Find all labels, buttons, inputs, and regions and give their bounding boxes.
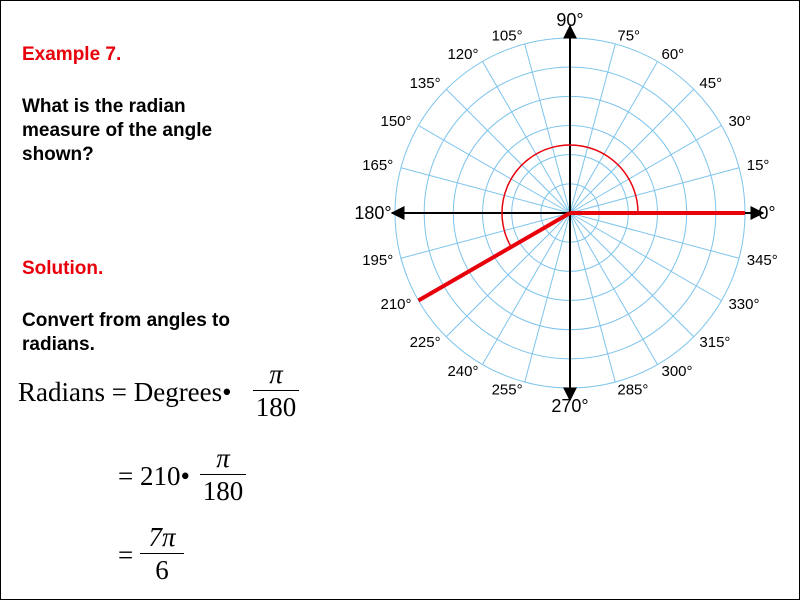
multiply-dot-2: • xyxy=(180,461,190,491)
grid-spoke-240 xyxy=(482,212,571,365)
grid-spoke-120 xyxy=(482,61,571,214)
grid-spoke-165 xyxy=(400,167,571,214)
grid-spoke-285 xyxy=(569,212,616,383)
grid-spoke-300 xyxy=(569,212,658,365)
grid-spoke-195 xyxy=(400,212,571,259)
angle-label-180: 180° xyxy=(354,203,391,223)
fraction-bar-step2 xyxy=(200,474,246,475)
angle-label-105: 105° xyxy=(492,28,523,45)
angle-label-210: 210° xyxy=(380,296,411,313)
grid-spoke-45 xyxy=(569,88,695,214)
question-line-1: What is the radian xyxy=(22,96,186,117)
fraction-bar xyxy=(253,390,299,391)
angle-label-75: 75° xyxy=(617,28,640,45)
step3-equals: = xyxy=(118,540,134,570)
angle-label-195: 195° xyxy=(362,252,393,269)
instruction-line-1: Convert from angles to xyxy=(22,310,230,331)
angle-label-150: 150° xyxy=(380,113,411,130)
fraction-result: 7π 6 xyxy=(140,521,184,586)
angle-label-90: 90° xyxy=(556,10,583,30)
grid-spoke-150 xyxy=(418,125,571,214)
formula-lhs: Radians = Degrees xyxy=(18,377,223,407)
angle-label-0: 0° xyxy=(758,203,775,223)
grid-spoke-225 xyxy=(445,212,571,338)
terminal-side-ray xyxy=(417,211,572,303)
question-line-3: shown? xyxy=(22,144,94,165)
angle-label-285: 285° xyxy=(617,381,648,398)
angle-label-255: 255° xyxy=(492,381,523,398)
grid-spoke-345 xyxy=(569,212,740,259)
grid-spoke-30 xyxy=(569,125,722,214)
fraction-numerator-step2: π xyxy=(216,443,230,473)
angle-label-60: 60° xyxy=(662,46,685,63)
angle-label-135: 135° xyxy=(410,75,441,92)
angle-label-165: 165° xyxy=(362,157,393,174)
grid-spoke-15 xyxy=(569,167,740,214)
step2-prefix: = 210 xyxy=(118,461,181,491)
formula-line-3: = xyxy=(118,540,133,571)
angle-label-120: 120° xyxy=(447,46,478,63)
grid-spoke-255 xyxy=(524,212,571,383)
angle-arc xyxy=(501,144,639,248)
result-numerator: 7π xyxy=(148,522,176,552)
fraction-denominator: 180 xyxy=(255,392,297,422)
angle-label-300: 300° xyxy=(662,363,693,380)
instruction-text: Convert from angles to radians. xyxy=(22,309,230,357)
multiply-dot: • xyxy=(222,377,232,407)
angle-label-240: 240° xyxy=(447,363,478,380)
grid-spoke-135 xyxy=(445,88,571,214)
formula-line-2: = 210• xyxy=(118,461,190,492)
fraction-denominator-step2: 180 xyxy=(202,476,244,506)
angle-label-270: 270° xyxy=(551,396,588,416)
angle-label-345: 345° xyxy=(747,252,778,269)
grid-spoke-60 xyxy=(569,61,658,214)
solution-title: Solution. xyxy=(22,258,104,279)
grid-spoke-330 xyxy=(569,212,722,301)
angle-label-330: 330° xyxy=(728,296,759,313)
grid-spoke-75 xyxy=(569,43,616,214)
grid-spoke-315 xyxy=(569,212,695,338)
question-line-2: measure of the angle xyxy=(22,120,213,141)
angle-label-30: 30° xyxy=(728,113,751,130)
angle-label-225: 225° xyxy=(410,334,441,351)
angle-label-45: 45° xyxy=(699,75,722,92)
instruction-line-2: radians. xyxy=(22,334,95,355)
angle-label-315: 315° xyxy=(699,334,730,351)
fraction-pi-over-180: π 180 xyxy=(253,358,299,423)
grid-spoke-105 xyxy=(524,43,571,214)
example-title: Example 7. xyxy=(22,44,122,65)
angle-label-15: 15° xyxy=(747,157,770,174)
fraction-numerator: π xyxy=(269,359,283,389)
formula-line-1: Radians = Degrees• xyxy=(18,377,232,408)
fraction-pi-over-180-step2: π 180 xyxy=(200,442,246,507)
result-denominator: 6 xyxy=(155,555,169,585)
question-text: What is the radian measure of the angle … xyxy=(22,95,212,167)
result-fraction-bar xyxy=(140,553,184,554)
